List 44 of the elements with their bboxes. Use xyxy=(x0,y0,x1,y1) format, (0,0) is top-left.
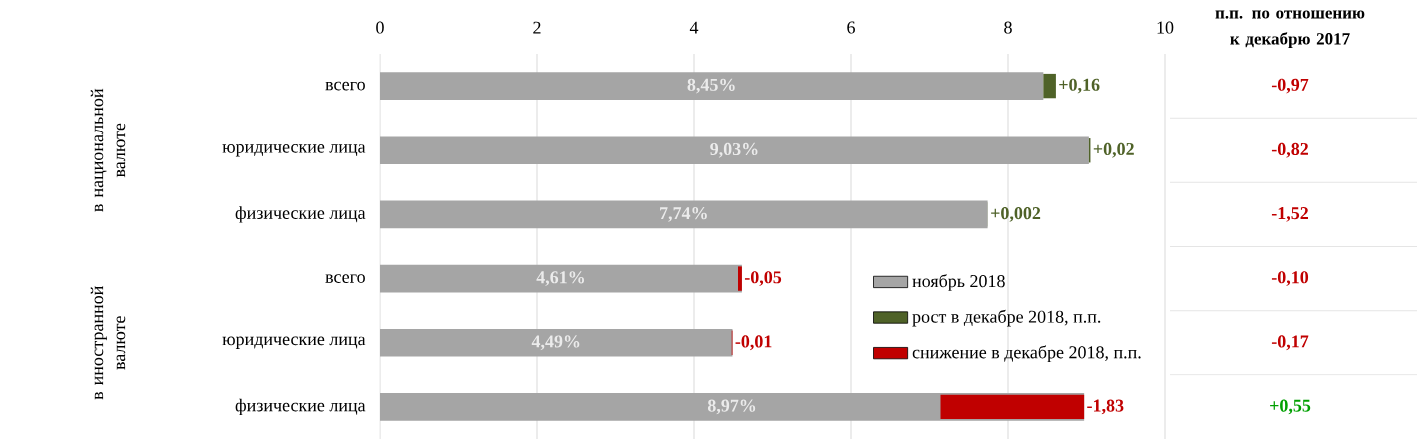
x-tick-label: 8 xyxy=(1004,21,1012,34)
bar xyxy=(737,266,742,291)
y-tick-label: всего xyxy=(325,81,365,91)
y-tick-label: юридические лица xyxy=(222,336,366,349)
bar xyxy=(1043,73,1056,99)
x-tick-label: 4 xyxy=(689,21,699,34)
data-label: 7,74% xyxy=(660,207,707,222)
text: -0,17 xyxy=(1271,335,1309,351)
data-label: 4,61% xyxy=(536,271,585,286)
y-tick-label: физические лица xyxy=(235,398,366,416)
text: в иностранной валюте xyxy=(90,286,126,400)
data-label: +0,002 xyxy=(991,207,1041,222)
x-tick-label: 10 xyxy=(1157,21,1174,34)
text: +0,55 xyxy=(1270,399,1311,415)
legend-label: рост в декабре 2018, п.п. xyxy=(912,309,1101,327)
bar xyxy=(380,72,1044,100)
data-label: 4,49% xyxy=(531,335,580,351)
legend-label: ноябрь 2018 xyxy=(912,274,1005,291)
y-tick-label: физические лица xyxy=(235,206,366,223)
x-tick-label: 0 xyxy=(376,21,384,34)
data-label: +0,02 xyxy=(1093,142,1134,158)
data-label: 8,97% xyxy=(707,399,756,415)
data-label: -0,01 xyxy=(735,335,772,351)
data-label: -1,83 xyxy=(1087,399,1124,415)
bar xyxy=(940,394,1085,420)
text: -1,52 xyxy=(1271,207,1308,222)
bar xyxy=(380,200,988,229)
y-tick-label: юридические лица xyxy=(222,144,366,157)
text: -0,10 xyxy=(1271,271,1309,286)
bar xyxy=(380,136,1089,165)
bar xyxy=(380,328,733,357)
text: -0,97 xyxy=(1271,78,1309,94)
data-label: -0,05 xyxy=(744,271,782,286)
text: в национальной валюте xyxy=(90,88,126,212)
y-tick-label: всего xyxy=(325,274,365,283)
text: п.п. по отношению к декабрю 2017 xyxy=(1215,10,1365,49)
text: -0,82 xyxy=(1271,142,1308,158)
bar xyxy=(380,264,742,293)
x-tick-label: 2 xyxy=(533,21,541,34)
data-label: 9,03% xyxy=(710,142,758,158)
x-tick-label: 6 xyxy=(847,21,855,34)
data-label: 8,45% xyxy=(687,78,735,94)
legend-label: снижение в декабре 2018, п.п. xyxy=(912,345,1141,363)
data-label: +0,16 xyxy=(1059,78,1100,94)
